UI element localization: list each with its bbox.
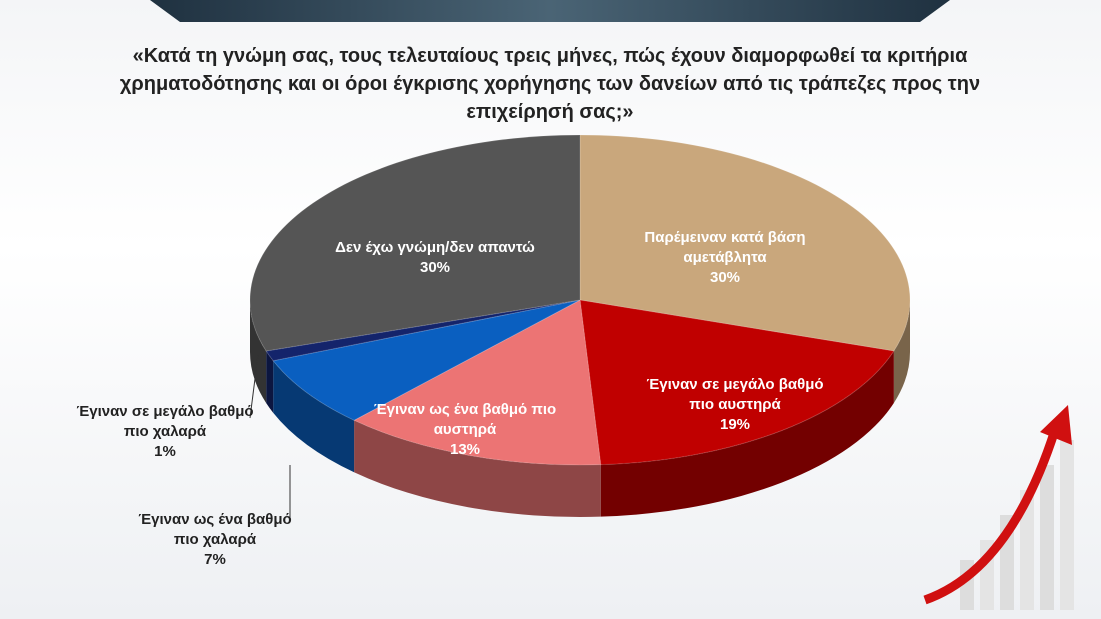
slice-label: Δεν έχω γνώμη/δεν απαντώ 30% [335,238,535,278]
slice-side [250,300,267,403]
category-label: Έγιναν σε μεγάλο βαθμό πιο αυστηρά [646,376,824,413]
slice-side [273,360,355,473]
slice [272,299,581,421]
slice [265,299,581,362]
value-label: 7% [204,551,226,568]
category-label: Έγιναν σε μεγάλο βαθμό πιο χαλαρά [76,403,254,440]
category-label: Έγιναν ως ένα βαθμό πιο αυστηρά [373,401,557,438]
header-banner [150,0,950,22]
slice [579,299,895,466]
value-label: 30% [709,269,741,286]
value-label: 19% [719,416,751,433]
slice-label: Έγιναν ως ένα βαθμό πιο αυστηρά 13% [365,400,565,460]
chart-title: «Κατά τη γνώμη σας, τους τελευταίους τρε… [119,45,981,123]
slice [249,134,581,352]
slice-side [600,350,894,517]
decor-graph [923,405,1074,610]
value-label: 1% [154,443,176,460]
slice [579,134,911,352]
value-label: 13% [449,441,481,458]
slice-label: Έγιναν σε μεγάλο βαθμό πιο χαλαρά 1% [75,402,255,462]
slice-side [893,300,910,403]
slice-side [266,350,274,413]
slice-label: Έγιναν ως ένα βαθμό πιο χαλαρά 7% [125,510,305,570]
value-label: 30% [419,259,451,276]
category-label: Δεν έχω γνώμη/δεν απαντώ [335,239,535,256]
slice-side [354,420,601,517]
category-label: Έγιναν ως ένα βαθμό πιο χαλαρά [138,511,292,548]
category-label: Παρέμειναν κατά βάση αμετάβλητα [644,229,806,266]
slice-label: Παρέμειναν κατά βάση αμετάβλητα 30% [625,228,825,288]
leader-line [249,354,259,419]
slice [352,299,602,466]
slice-label: Έγιναν σε μεγάλο βαθμό πιο αυστηρά 19% [635,375,835,435]
